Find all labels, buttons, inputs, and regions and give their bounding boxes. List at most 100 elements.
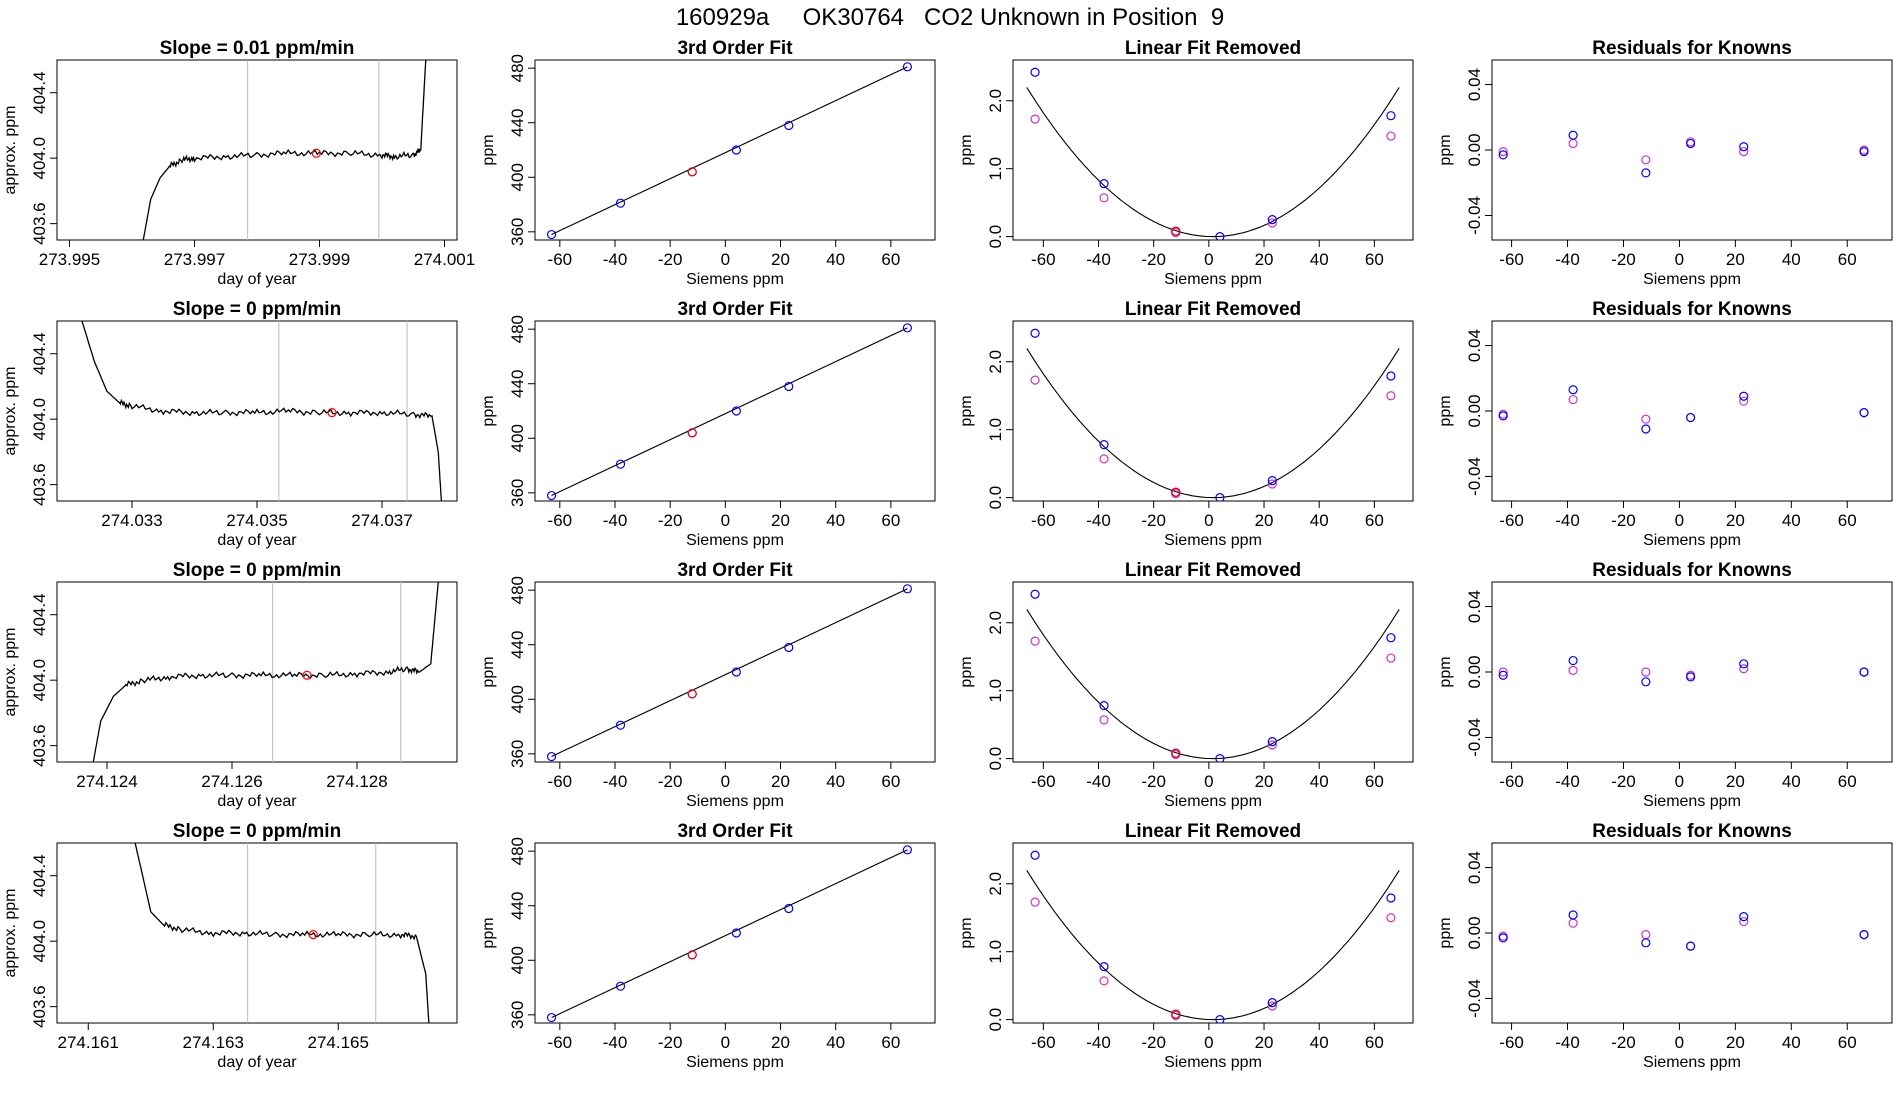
x-tick-label: -40 <box>1555 1033 1580 1052</box>
panel-title: 3rd Order Fit <box>677 38 793 59</box>
alt-point <box>1739 664 1749 674</box>
x-tick-label: 60 <box>881 1033 900 1052</box>
x-axis-label: Siemens ppm <box>686 532 784 549</box>
x-tick-label: -20 <box>1141 511 1166 530</box>
y-tick-label: 1.0 <box>986 418 1005 442</box>
x-tick-label: 40 <box>826 250 845 269</box>
known-point <box>731 667 741 677</box>
y-tick-label: -0.04 <box>1465 196 1484 235</box>
x-tick-label: -40 <box>603 1033 628 1052</box>
x-tick-label: -60 <box>548 511 573 530</box>
x-tick-label: 274.001 <box>414 250 475 269</box>
known-point <box>1568 910 1578 920</box>
y-tick-label: 404.0 <box>30 920 49 963</box>
alt-point <box>1739 147 1749 157</box>
known-point <box>1215 754 1225 762</box>
figure-title: 160929a OK30764 CO2 Unknown in Position … <box>675 4 1225 31</box>
known-point <box>731 145 741 155</box>
known-point <box>1641 424 1651 434</box>
x-tick-label: 0 <box>721 772 730 791</box>
y-tick-label: 404.4 <box>30 332 49 375</box>
known-point <box>784 903 794 914</box>
x-axis-label: Siemens ppm <box>1643 271 1741 288</box>
y-tick-label: 480 <box>508 315 527 343</box>
y-tick-label: 400 <box>508 946 527 974</box>
y-axis-label: ppm <box>958 917 975 948</box>
y-axis-label: ppm <box>958 134 975 165</box>
plot-area <box>546 845 913 1023</box>
plot-area <box>134 843 430 1023</box>
y-axis-label: ppm <box>958 395 975 426</box>
known-point <box>1686 138 1696 149</box>
y-tick-label: 2.0 <box>986 611 1005 635</box>
alt-point <box>1030 375 1040 385</box>
x-tick-label: 274.161 <box>58 1033 119 1052</box>
x-tick-label: 0 <box>1675 250 1684 269</box>
y-tick-label: 480 <box>508 837 527 865</box>
x-tick-label: 20 <box>1726 1033 1745 1052</box>
x-tick-label: -60 <box>1031 772 1056 791</box>
y-axis-label: ppm <box>480 395 497 426</box>
known-point <box>1386 371 1396 381</box>
x-tick-label: 0 <box>1204 1033 1213 1052</box>
y-axis-label: approx. ppm <box>2 889 19 978</box>
known-point <box>1267 998 1277 1008</box>
panel-r1-linear: Linear Fit Removed -60 -40 -20 0 20 40 60 0.0 1.0… <box>958 38 1414 288</box>
plot-frame <box>534 320 936 502</box>
known-point <box>1498 670 1508 680</box>
y-tick-label: 360 <box>508 1001 527 1029</box>
y-tick-label: 403.6 <box>30 463 49 506</box>
alt-point <box>1568 394 1578 405</box>
known-point <box>784 381 794 392</box>
plot-area <box>81 321 443 501</box>
plot-area <box>1026 850 1400 1023</box>
x-tick-label: -40 <box>1555 772 1580 791</box>
known-point <box>1739 391 1749 401</box>
panel-r2-resid: Residuals for Knowns -60 -40 -20 0 20 40 60 -0.0… <box>1437 299 1893 549</box>
y-tick-label: 403.6 <box>30 724 49 767</box>
x-tick-label: 40 <box>1310 1033 1329 1052</box>
fit-line <box>551 327 908 497</box>
ppm-trace-line <box>81 321 443 501</box>
x-tick-label: 20 <box>1726 250 1745 269</box>
x-tick-label: 20 <box>1726 511 1745 530</box>
alt-point <box>1267 740 1277 750</box>
alt-point <box>1641 667 1651 677</box>
x-tick-label: 60 <box>1838 250 1857 269</box>
x-axis-label: Siemens ppm <box>1164 271 1262 288</box>
x-tick-label: 0 <box>721 250 730 269</box>
known-point <box>1641 938 1651 948</box>
ppm-trace-line <box>142 60 427 240</box>
x-tick-label: 40 <box>1782 511 1801 530</box>
x-tick-label: -60 <box>1499 772 1524 791</box>
panel-r1-trace: Slope = 0.01 ppm/min 273.995 273.997 273.99… <box>2 38 475 288</box>
alt-point <box>1030 897 1040 907</box>
known-point <box>784 642 794 653</box>
panel-r4-trace: Slope = 0 ppm/min 274.161 274.163 274.165 40… <box>2 821 458 1071</box>
plot-frame <box>1012 320 1414 502</box>
x-tick-label: 60 <box>1365 772 1384 791</box>
known-point <box>902 584 913 594</box>
x-tick-label: -60 <box>1499 511 1524 530</box>
x-tick-label: 20 <box>771 250 790 269</box>
x-tick-label: -20 <box>1611 772 1636 791</box>
panel-r4-fit: 3rd Order Fit -60 -40 -20 0 20 40 60 360 400 440 48… <box>480 821 936 1071</box>
y-axis-label: ppm <box>1437 917 1454 948</box>
x-axis-label: day of year <box>217 271 297 288</box>
y-tick-label: 1.0 <box>986 940 1005 964</box>
alt-point <box>1498 147 1508 157</box>
x-tick-label: 273.995 <box>39 250 100 269</box>
y-axis-label: ppm <box>958 656 975 687</box>
fit-line <box>551 588 908 758</box>
known-point <box>615 459 626 469</box>
known-point <box>1859 667 1869 677</box>
known-point <box>615 981 626 991</box>
plot-frame <box>1012 842 1414 1024</box>
panel-title: Slope = 0 ppm/min <box>173 560 341 581</box>
fit-curve <box>1026 609 1400 760</box>
ppm-trace-line <box>92 582 439 762</box>
alt-point <box>1267 1001 1277 1011</box>
panel-title: 3rd Order Fit <box>677 821 793 842</box>
alt-point <box>1099 715 1109 725</box>
known-point <box>1030 850 1040 860</box>
